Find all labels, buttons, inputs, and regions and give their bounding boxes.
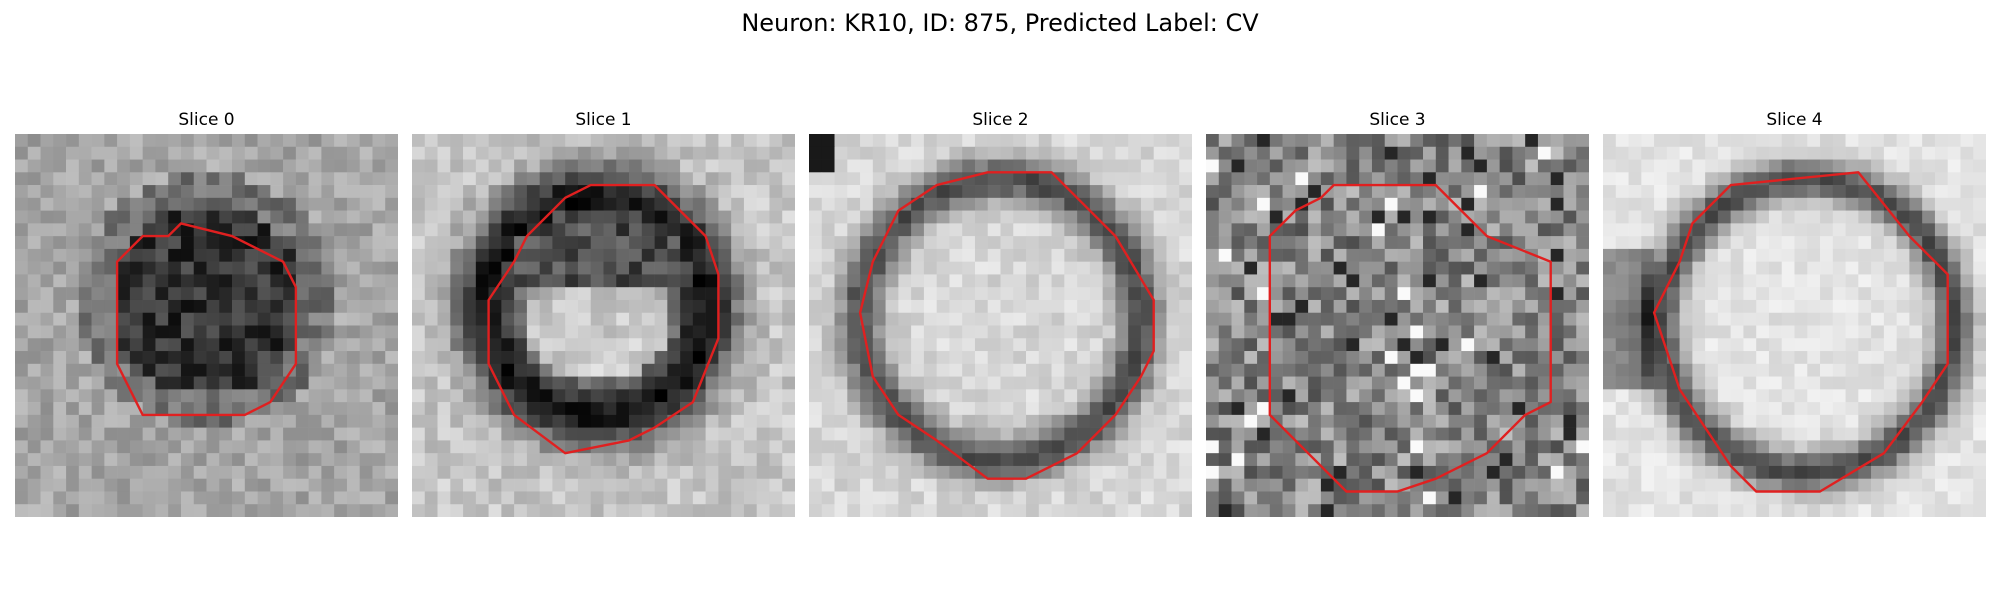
pixel-grid [809, 134, 1192, 517]
slice-title: Slice 4 [1766, 110, 1823, 130]
pixel-grid [1603, 134, 1986, 517]
pixel-grid [412, 134, 795, 517]
roi-contour [1652, 171, 1949, 493]
slice-panel-0: Slice 0 [15, 108, 398, 517]
slice-panel-4: Slice 4 [1603, 108, 1986, 517]
slice-title: Slice 2 [972, 110, 1029, 130]
slice-title: Slice 3 [1369, 110, 1426, 130]
slice-panel-1: Slice 1 [412, 108, 795, 517]
pixel-grid [15, 134, 398, 517]
slice-image [412, 134, 795, 517]
slice-image [15, 134, 398, 517]
slice-panel-2: Slice 2 [809, 108, 1192, 517]
figure-title: Neuron: KR10, ID: 875, Predicted Label: … [741, 9, 1259, 37]
roi-contour [858, 171, 1155, 480]
pixel-grid [1206, 134, 1589, 517]
slice-image [1603, 134, 1986, 517]
slice-panel-3: Slice 3 [1206, 108, 1589, 517]
roi-contour [487, 183, 720, 455]
slice-image [1206, 134, 1589, 517]
slice-title: Slice 0 [178, 110, 235, 130]
roi-contour [115, 222, 298, 417]
slice-image [809, 134, 1192, 517]
slice-title: Slice 1 [575, 110, 632, 130]
roi-contour [1268, 183, 1552, 493]
